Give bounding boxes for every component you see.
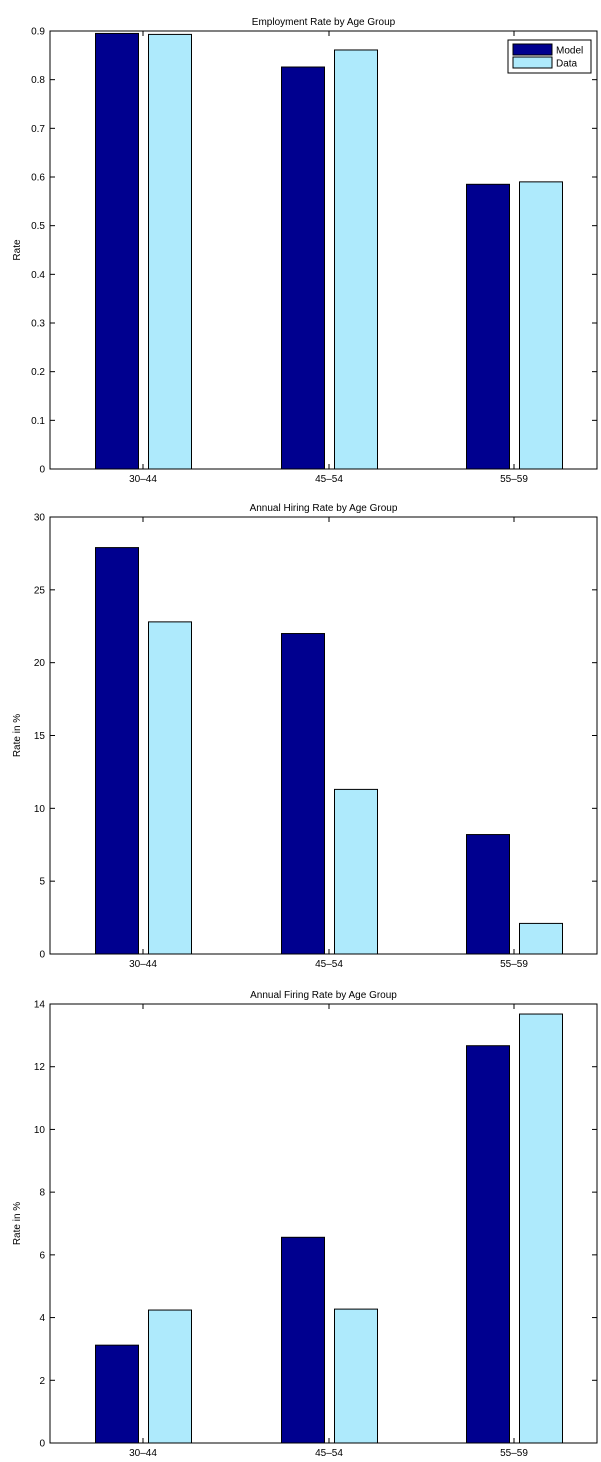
x-tick-label: 55–59: [500, 1448, 528, 1459]
bar-model-1: [95, 1344, 139, 1444]
y-tick-label: 0.7: [31, 124, 45, 135]
bar-model-2: [281, 1236, 325, 1444]
chart-title: Annual Hiring Rate by Age Group: [250, 503, 398, 514]
bar-model-3: [466, 183, 510, 470]
y-tick-label: 14: [34, 1000, 46, 1011]
y-tick-label: 15: [34, 731, 46, 742]
y-tick-label: 8: [39, 1188, 45, 1199]
chart-title: Annual Firing Rate by Age Group: [250, 990, 397, 1001]
bar-model-2: [281, 66, 325, 470]
y-tick-label: 0.1: [31, 416, 45, 427]
y-tick-label: 10: [34, 804, 46, 815]
x-tick-label: 45–54: [315, 474, 343, 485]
bar-model-1: [95, 32, 139, 470]
y-tick-label: 6: [39, 1250, 45, 1261]
bar-data-1: [148, 1309, 192, 1444]
bar-data-3: [519, 922, 563, 955]
bar-data-2: [334, 1308, 378, 1444]
chart-title: Employment Rate by Age Group: [252, 17, 396, 28]
bar-model-3: [466, 834, 510, 955]
y-tick-label: 0: [39, 1439, 45, 1450]
x-tick-label: 55–59: [500, 959, 528, 970]
legend-swatch-model: [512, 43, 553, 56]
bar-data-2: [334, 49, 378, 470]
y-axis-label: Rate in %: [12, 1202, 23, 1245]
y-tick-label: 0.2: [31, 367, 45, 378]
bar-data-2: [334, 788, 378, 955]
y-tick-label: 0.3: [31, 319, 45, 330]
y-tick-label: 0: [39, 950, 45, 961]
y-tick-label: 20: [34, 658, 46, 669]
x-tick-label: 55–59: [500, 474, 528, 485]
y-tick-label: 25: [34, 585, 46, 596]
y-tick-label: 12: [34, 1062, 46, 1073]
y-axis-label: Rate in %: [12, 714, 23, 757]
x-tick-label: 45–54: [315, 1448, 343, 1459]
y-tick-label: 0.9: [31, 27, 45, 38]
y-tick-label: 0: [39, 465, 45, 476]
bar-data-1: [148, 33, 192, 470]
y-tick-label: 2: [39, 1376, 45, 1387]
y-tick-label: 0.4: [31, 270, 45, 281]
plot-frame: [49, 30, 598, 470]
bar-data-3: [519, 1013, 563, 1444]
y-tick-label: 30: [34, 513, 46, 524]
chart-panel-3: Annual Firing Rate by Age Group 0 2 4 6 8 10 12…: [12, 990, 598, 1459]
legend-label-model: Model: [556, 46, 583, 57]
y-tick-label: 4: [39, 1313, 45, 1324]
bar-model-2: [281, 633, 325, 955]
x-tick-label: 30–44: [129, 959, 157, 970]
bar-data-1: [148, 621, 192, 955]
y-tick-label: 10: [34, 1125, 46, 1136]
y-tick-label: 0.8: [31, 75, 45, 86]
bar-model-1: [95, 547, 139, 955]
legend-swatch-data: [512, 56, 553, 69]
chart-panel-1: Employment Rate by Age Group 0 0.1 0.2 0.3 0.…: [12, 17, 598, 485]
legend-label-data: Data: [556, 59, 578, 70]
x-tick-label: 30–44: [129, 1448, 157, 1459]
plot-frame: [49, 1003, 598, 1444]
y-tick-label: 0.5: [31, 221, 45, 232]
x-tick-label: 45–54: [315, 959, 343, 970]
x-tick-label: 30–44: [129, 474, 157, 485]
y-tick-label: 5: [39, 877, 45, 888]
y-axis-label: Rate: [12, 239, 23, 261]
bar-data-3: [519, 181, 563, 470]
chart-panel-2: Annual Hiring Rate by Age Group 0 5 10 15 20 2…: [12, 503, 598, 970]
legend: Model Data: [507, 39, 592, 74]
y-tick-label: 0.6: [31, 173, 45, 184]
bar-model-3: [466, 1045, 510, 1444]
